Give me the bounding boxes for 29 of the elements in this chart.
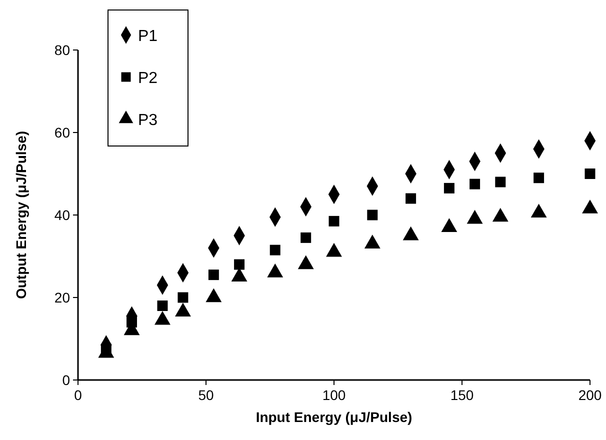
point xyxy=(300,232,312,243)
point xyxy=(328,216,340,226)
x-axis-title: Input Energy (μJ/Pulse) xyxy=(256,409,412,425)
y-tick-label: 20 xyxy=(54,290,70,306)
y-tick-label: 60 xyxy=(54,124,70,140)
x-tick-label: 0 xyxy=(74,387,82,403)
y-tick-label: 80 xyxy=(54,42,70,58)
point xyxy=(470,178,480,190)
point xyxy=(534,172,544,184)
point xyxy=(495,176,506,188)
point xyxy=(444,182,454,194)
point xyxy=(208,270,219,280)
legend-label: P3 xyxy=(138,112,158,129)
y-axis-title: Output Energy (μJ/Pulse) xyxy=(13,130,29,300)
x-tick-label: 50 xyxy=(198,387,214,403)
point xyxy=(584,168,596,179)
x-tick-label: 200 xyxy=(578,387,602,403)
point xyxy=(270,244,280,256)
point xyxy=(157,300,168,311)
y-tick-label: 40 xyxy=(54,207,70,223)
point xyxy=(178,292,188,303)
x-tick-label: 150 xyxy=(450,387,474,403)
point xyxy=(367,210,378,220)
point xyxy=(406,193,416,204)
y-tick-label: 0 xyxy=(62,372,70,388)
x-tick-label: 100 xyxy=(322,387,346,403)
point xyxy=(234,259,245,270)
legend-label: P2 xyxy=(138,70,158,87)
legend-label: P1 xyxy=(138,28,158,45)
